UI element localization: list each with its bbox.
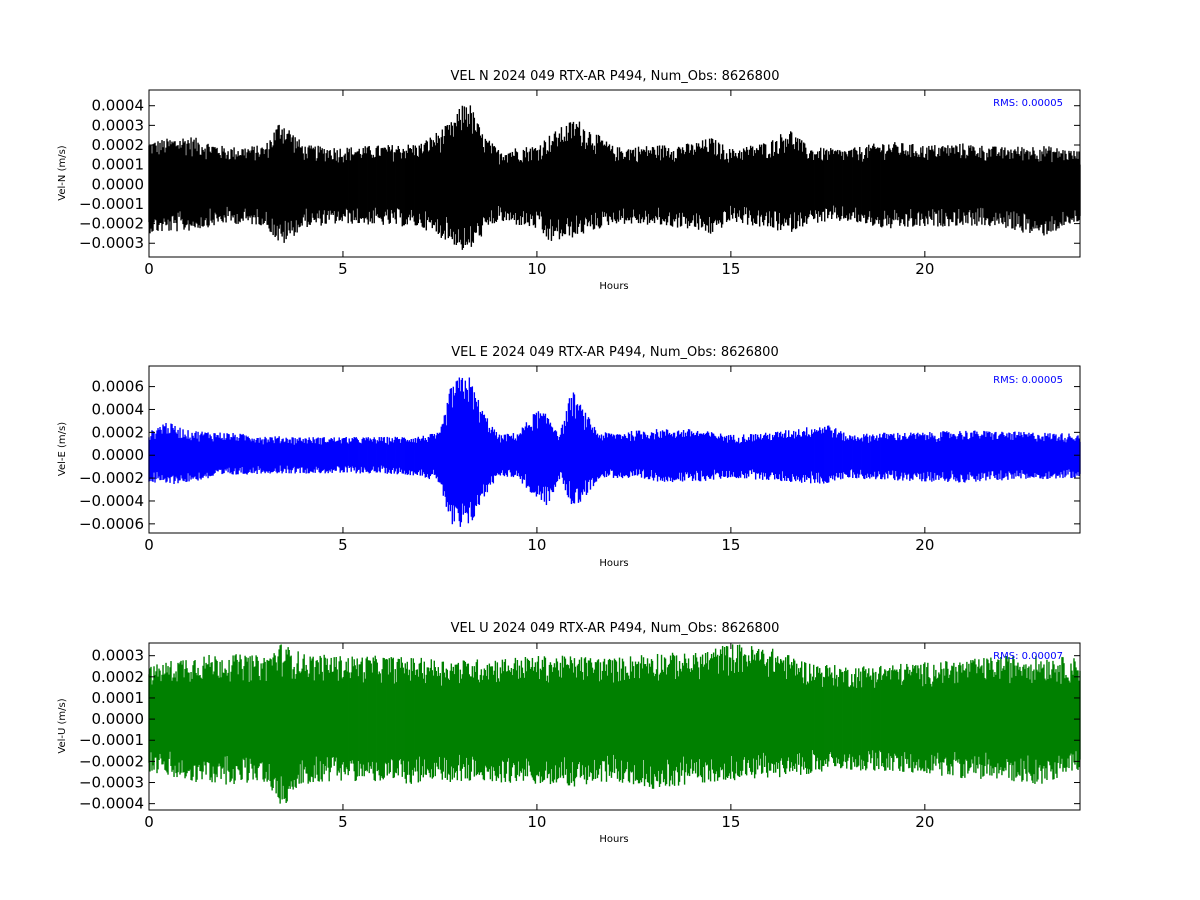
- x-tick-label: 5: [338, 813, 348, 831]
- y-tick-label: 0.0003: [92, 647, 145, 665]
- y-tick-label: 0.0004: [92, 97, 145, 115]
- y-axis-ticks: 0.0006 0.0004 0.0002 0.0000 −0.0002 −0.0004 −0…: [79, 378, 1080, 533]
- y-tick-label: −0.0003: [79, 774, 144, 792]
- y-tick-label: 0.0002: [92, 136, 145, 154]
- y-tick-label: 0.0000: [92, 446, 145, 464]
- y-tick-label: −0.0001: [79, 195, 144, 213]
- plot-frame: [148, 89, 1081, 258]
- x-tick-label: 15: [721, 260, 740, 278]
- data-marks: [148, 105, 1081, 250]
- x-axis-ticks: 0 5 10 15 20: [144, 90, 934, 278]
- chart-title: VEL E 2024 049 RTX-AR P494, Num_Obs: 862…: [451, 345, 778, 360]
- y-tick-label: 0.0001: [92, 689, 145, 707]
- x-tick-label: 5: [338, 536, 348, 554]
- x-tick-label: 0: [144, 536, 154, 554]
- y-axis-label: Vel-E (m/s): [57, 422, 68, 476]
- chart-title: VEL N 2024 049 RTX-AR P494, Num_Obs: 862…: [451, 69, 780, 84]
- rms-label: RMS: 0.00007: [993, 651, 1063, 662]
- x-tick-label: 0: [144, 813, 154, 831]
- x-tick-label: 10: [527, 536, 546, 554]
- x-tick-label: 20: [915, 813, 934, 831]
- y-tick-label: −0.0002: [79, 215, 144, 233]
- panel-vel-e: VEL E 2024 049 RTX-AR P494, Num_Obs: 862…: [57, 345, 1081, 569]
- x-axis-label: Hours: [599, 281, 628, 292]
- x-axis-label: Hours: [599, 558, 628, 569]
- y-tick-label: 0.0002: [92, 423, 145, 441]
- x-tick-label: 10: [527, 260, 546, 278]
- x-tick-label: 0: [144, 260, 154, 278]
- y-tick-label: 0.0002: [92, 668, 145, 686]
- x-tick-label: 5: [338, 260, 348, 278]
- plot-frame: [148, 365, 1081, 534]
- x-tick-label: 15: [721, 813, 740, 831]
- y-tick-label: 0.0001: [92, 156, 145, 174]
- y-tick-label: −0.0006: [79, 515, 144, 533]
- x-axis-label: Hours: [599, 834, 628, 845]
- x-tick-label: 10: [527, 813, 546, 831]
- x-tick-label: 15: [721, 536, 740, 554]
- plot-frame: [148, 642, 1081, 811]
- rms-label: RMS: 0.00005: [993, 98, 1063, 109]
- x-tick-label: 20: [915, 536, 934, 554]
- y-axis-label: Vel-N (m/s): [57, 145, 68, 200]
- y-tick-label: 0.0004: [92, 400, 145, 418]
- y-tick-label: 0.0000: [92, 710, 145, 728]
- y-tick-label: −0.0002: [79, 469, 144, 487]
- panel-vel-n: VEL N 2024 049 RTX-AR P494, Num_Obs: 862…: [57, 69, 1081, 292]
- y-tick-label: 0.0000: [92, 175, 145, 193]
- y-tick-label: 0.0006: [92, 378, 145, 396]
- y-tick-label: −0.0004: [79, 795, 144, 813]
- y-tick-label: −0.0001: [79, 731, 144, 749]
- data-marks: [148, 644, 1081, 804]
- y-axis-label: Vel-U (m/s): [57, 698, 68, 753]
- x-axis-ticks: 0 5 10 15 20: [144, 643, 934, 831]
- y-tick-label: −0.0002: [79, 752, 144, 770]
- data-marks: [148, 377, 1081, 527]
- chart-title: VEL U 2024 049 RTX-AR P494, Num_Obs: 862…: [451, 621, 780, 636]
- y-tick-label: −0.0004: [79, 492, 144, 510]
- panel-vel-u: VEL U 2024 049 RTX-AR P494, Num_Obs: 862…: [57, 621, 1081, 845]
- y-tick-label: −0.0003: [79, 234, 144, 252]
- y-tick-label: 0.0003: [92, 116, 145, 134]
- x-axis-ticks: 0 5 10 15 20: [144, 366, 934, 554]
- x-tick-label: 20: [915, 260, 934, 278]
- rms-label: RMS: 0.00005: [993, 375, 1063, 386]
- y-axis-ticks: 0.0003 0.0002 0.0001 0.0000 −0.0001 −0.0002 −0…: [79, 647, 1080, 813]
